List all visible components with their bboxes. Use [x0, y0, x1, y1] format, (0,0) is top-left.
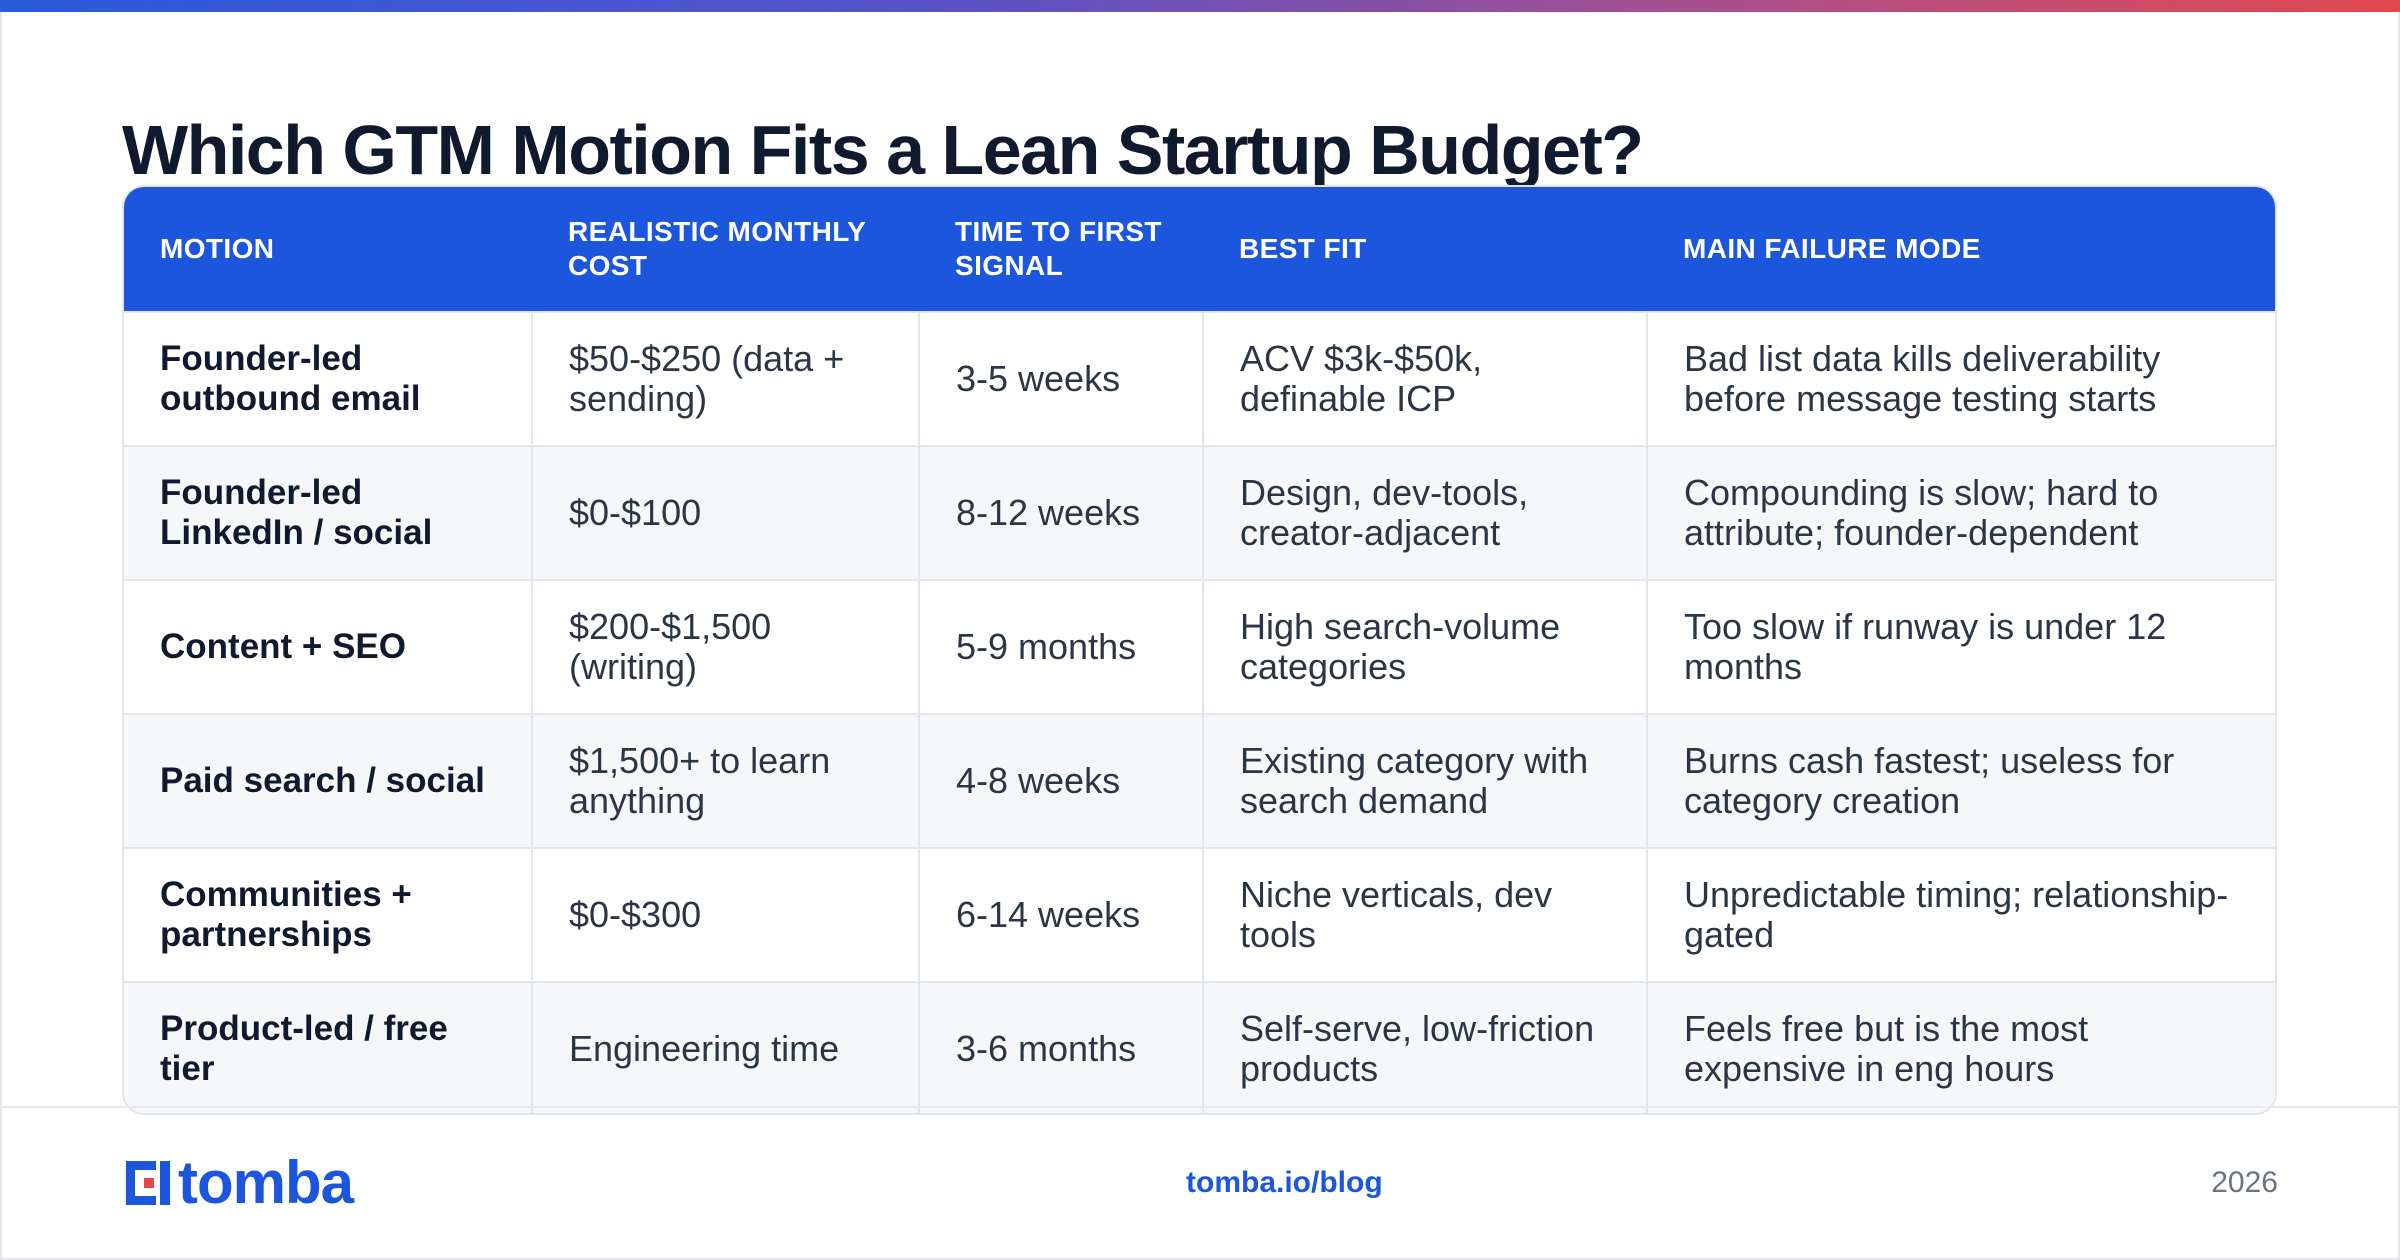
header-time-to-signal: TIME TO FIRST SIGNAL: [955, 216, 1162, 281]
card-frame: [0, 12, 2400, 1260]
cell-best-fit: ACV $3k-$50k, definable ICP: [1203, 312, 1648, 446]
cell-best-fit: Design, dev-tools, creator-adjacent: [1203, 446, 1648, 580]
cell-time: 8-12 weeks: [919, 446, 1204, 580]
cell-time: 4-8 weeks: [919, 714, 1204, 848]
cell-best-fit: Self-serve, low-friction products: [1203, 982, 1648, 1113]
cell-motion: Paid search / social: [124, 714, 533, 848]
cell-motion: Product-led / free tier: [124, 982, 533, 1113]
table-row: Communities + partnerships $0-$300 6-14 …: [124, 848, 2275, 982]
header-failure-mode: MAIN FAILURE MODE: [1683, 233, 1981, 264]
cell-time: 3-6 months: [919, 982, 1204, 1113]
cell-failure-mode: Unpredictable timing; relationship-gated: [1684, 874, 2229, 955]
cell-time: 3-5 weeks: [919, 312, 1204, 446]
table-row: Product-led / free tier Engineering time…: [124, 982, 2275, 1113]
cell-failure-mode: Too slow if runway is under 12 months: [1684, 606, 2167, 687]
page-title: Which GTM Motion Fits a Lean Startup Bud…: [122, 111, 1644, 189]
cell-cost: $0-$300: [532, 848, 920, 982]
cell-failure-mode: Burns cash fastest; useless for category…: [1684, 740, 2175, 821]
cell-motion: Content + SEO: [124, 580, 533, 714]
header-best-fit: BEST FIT: [1239, 233, 1367, 264]
cell-failure-mode: Compounding is slow; hard to attribute; …: [1684, 472, 2159, 553]
table-row: Paid search / social $1,500+ to learn an…: [124, 714, 2275, 848]
footer-year: 2026: [2211, 1166, 2278, 1199]
cell-cost: $0-$100: [532, 446, 920, 580]
cell-best-fit: High search-volume categories: [1203, 580, 1648, 714]
comparison-table: MOTION REALISTIC MONTHLY COST TIME TO FI…: [122, 185, 2277, 1115]
cell-cost: $1,500+ to learn anything: [532, 714, 920, 848]
cell-time: 6-14 weeks: [919, 848, 1204, 982]
cell-best-fit: Existing category with search demand: [1203, 714, 1648, 848]
header-monthly-cost: REALISTIC MONTHLY COST: [568, 216, 866, 281]
footer-divider: [0, 1106, 2400, 1108]
blog-link[interactable]: tomba.io/blog: [1186, 1166, 1383, 1199]
tomba-logo: tomba: [122, 1149, 354, 1216]
header-motion: MOTION: [160, 233, 275, 264]
cell-time: 5-9 months: [919, 580, 1204, 714]
logo-wordmark: tomba: [178, 1149, 354, 1216]
cell-best-fit: Niche verticals, dev tools: [1203, 848, 1648, 982]
cell-motion: Founder-led LinkedIn / social: [124, 446, 533, 580]
tomba-logo-icon: [122, 1157, 174, 1209]
table-row: Founder-led outbound email $50-$250 (dat…: [124, 312, 2275, 446]
table-header-row: MOTION REALISTIC MONTHLY COST TIME TO FI…: [124, 187, 2275, 312]
cell-cost: $200-$1,500 (writing): [532, 580, 920, 714]
cell-cost: $50-$250 (data + sending): [532, 312, 920, 446]
cell-motion: Founder-led outbound email: [124, 312, 533, 446]
table-row: Founder-led LinkedIn / social $0-$100 8-…: [124, 446, 2275, 580]
cell-motion: Communities + partnerships: [124, 848, 533, 982]
top-gradient-bar: [0, 0, 2400, 12]
cell-failure-mode: Bad list data kills deliverability befor…: [1684, 338, 2161, 419]
cell-failure-mode: Feels free but is the most expensive in …: [1684, 1008, 2089, 1089]
table-row: Content + SEO $200-$1,500 (writing) 5-9 …: [124, 580, 2275, 714]
cell-cost: Engineering time: [532, 982, 920, 1113]
